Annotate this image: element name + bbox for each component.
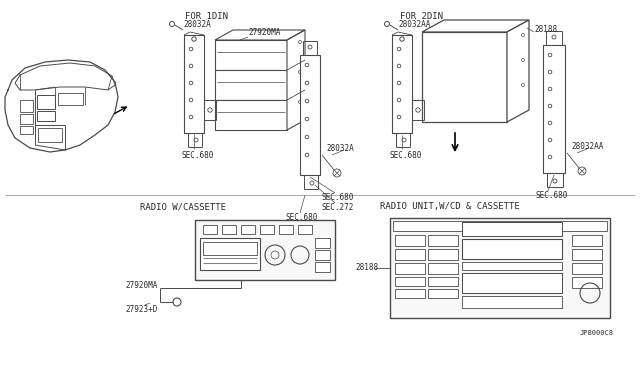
Bar bbox=[395, 249, 425, 260]
Bar bbox=[215, 100, 287, 130]
Bar bbox=[260, 225, 274, 234]
Bar bbox=[195, 220, 335, 280]
Bar bbox=[393, 221, 607, 231]
Bar bbox=[462, 239, 562, 259]
Text: 28032A: 28032A bbox=[183, 20, 211, 29]
Text: 28188: 28188 bbox=[355, 263, 378, 273]
Bar bbox=[279, 225, 293, 234]
Bar bbox=[462, 273, 562, 293]
Bar bbox=[222, 225, 236, 234]
Text: 28032AA: 28032AA bbox=[571, 142, 604, 151]
Bar bbox=[543, 45, 565, 173]
Bar bbox=[428, 277, 458, 286]
Text: RADIO W/CASSETTE: RADIO W/CASSETTE bbox=[140, 202, 226, 211]
Bar bbox=[395, 235, 425, 246]
Text: SEC.272: SEC.272 bbox=[322, 203, 355, 212]
Bar bbox=[315, 250, 330, 260]
Text: SEC.680: SEC.680 bbox=[182, 151, 214, 160]
Text: SEC.680: SEC.680 bbox=[322, 193, 355, 202]
Bar bbox=[462, 262, 562, 270]
Bar bbox=[428, 263, 458, 274]
Polygon shape bbox=[215, 30, 305, 40]
Bar bbox=[203, 242, 257, 255]
Bar bbox=[241, 225, 255, 234]
Bar bbox=[315, 262, 330, 272]
Text: SEC.680: SEC.680 bbox=[285, 213, 317, 222]
Bar bbox=[37, 111, 55, 121]
Text: 27920MA: 27920MA bbox=[125, 280, 157, 289]
Text: JP8000C8: JP8000C8 bbox=[580, 330, 614, 336]
Text: 28032AA: 28032AA bbox=[398, 20, 430, 29]
Bar bbox=[572, 263, 602, 274]
Bar bbox=[315, 238, 330, 248]
Text: SEC.680: SEC.680 bbox=[390, 151, 422, 160]
Bar bbox=[395, 263, 425, 274]
Bar bbox=[300, 55, 320, 175]
Bar bbox=[572, 277, 602, 288]
Bar bbox=[20, 114, 33, 124]
Bar bbox=[58, 93, 83, 105]
Bar bbox=[184, 35, 204, 133]
Bar bbox=[428, 289, 458, 298]
Bar bbox=[390, 218, 610, 318]
Bar bbox=[428, 235, 458, 246]
Bar bbox=[392, 35, 412, 133]
Bar bbox=[428, 249, 458, 260]
Bar bbox=[395, 277, 425, 286]
Text: RADIO UNIT,W/CD & CASSETTE: RADIO UNIT,W/CD & CASSETTE bbox=[380, 202, 520, 211]
Bar bbox=[215, 70, 287, 100]
Text: 27923+D: 27923+D bbox=[125, 305, 157, 314]
Bar bbox=[37, 95, 55, 109]
Bar bbox=[395, 289, 425, 298]
Text: SEC.680: SEC.680 bbox=[535, 191, 568, 200]
Bar bbox=[203, 225, 217, 234]
Polygon shape bbox=[287, 30, 305, 130]
Bar bbox=[462, 222, 562, 236]
Text: FOR 1DIN: FOR 1DIN bbox=[185, 12, 228, 21]
Bar bbox=[215, 40, 287, 70]
Bar bbox=[20, 100, 33, 112]
Polygon shape bbox=[507, 20, 529, 122]
Bar bbox=[422, 32, 507, 122]
Polygon shape bbox=[422, 20, 529, 32]
Text: 27920MA: 27920MA bbox=[248, 28, 280, 37]
Bar bbox=[572, 235, 602, 246]
Bar bbox=[298, 225, 312, 234]
Text: 28188: 28188 bbox=[534, 25, 557, 34]
Bar bbox=[38, 128, 62, 142]
Bar bbox=[200, 238, 260, 270]
Text: FOR 2DIN: FOR 2DIN bbox=[400, 12, 443, 21]
Bar bbox=[20, 126, 33, 134]
Bar bbox=[572, 249, 602, 260]
Bar bbox=[462, 296, 562, 308]
Text: 28032A: 28032A bbox=[326, 144, 354, 153]
